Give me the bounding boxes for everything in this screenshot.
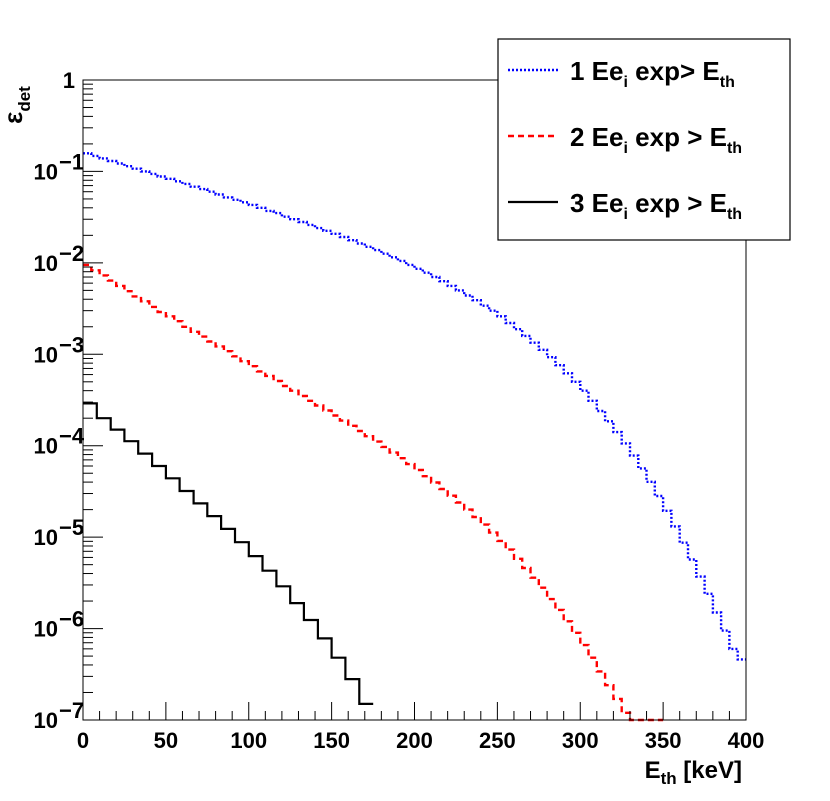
legend-label-series-1: 1 Eei exp> Eth bbox=[570, 56, 735, 91]
y-tick-label-exponent: −7 bbox=[59, 698, 84, 723]
y-tick-label-base: 10 bbox=[34, 525, 58, 550]
y-axis-title: εdet bbox=[0, 86, 34, 124]
y-tick-label-exponent: −6 bbox=[59, 607, 84, 632]
series-layer bbox=[83, 152, 746, 722]
x-axis-title-main: E bbox=[645, 757, 661, 784]
legend-label-series-3: 3 Eei exp > Eth bbox=[570, 188, 742, 223]
y-tick-label: 1 bbox=[63, 68, 75, 93]
x-tick-label: 50 bbox=[154, 728, 178, 753]
series-3-line bbox=[83, 402, 374, 705]
series-1-line bbox=[83, 152, 746, 661]
series-2-line bbox=[83, 263, 664, 722]
legend: 1 Eei exp> Eth 2 Eei exp > Eth 3 Eei exp >… bbox=[497, 38, 791, 241]
legend-label-series-2: 2 Eei exp > Eth bbox=[570, 122, 742, 157]
y-tick-label-base: 10 bbox=[34, 251, 58, 276]
x-tick-label: 200 bbox=[396, 728, 433, 753]
x-tick-label: 150 bbox=[313, 728, 350, 753]
x-axis-title: Eth [keV] bbox=[645, 757, 742, 788]
y-tick-labels: 110−110−210−310−410−510−610−7 bbox=[34, 68, 85, 733]
y-tick-label-base: 10 bbox=[34, 159, 58, 184]
y-tick-label-exponent: −5 bbox=[59, 515, 84, 540]
y-tick-label-exponent: −1 bbox=[59, 149, 84, 174]
x-axis-title-unit: [keV] bbox=[677, 757, 742, 784]
y-tick-label-exponent: −4 bbox=[59, 424, 85, 449]
x-tick-label: 0 bbox=[77, 728, 89, 753]
x-tick-labels: 0 50 100 150 200 250 300 350 400 bbox=[77, 728, 764, 753]
y-tick-label-base: 10 bbox=[34, 617, 58, 642]
x-axis-title-sub: th bbox=[661, 769, 677, 788]
ticks-layer bbox=[82, 79, 747, 721]
y-tick-label-exponent: −2 bbox=[59, 241, 84, 266]
y-tick-label-exponent: −3 bbox=[59, 332, 84, 357]
legend-box bbox=[497, 38, 791, 241]
y-axis-title-main: ε bbox=[0, 112, 28, 124]
y-tick-label-base: 10 bbox=[34, 434, 58, 459]
y-tick-label-base: 10 bbox=[34, 708, 58, 733]
y-axis-title-sub: det bbox=[15, 86, 34, 112]
x-tick-label: 350 bbox=[645, 728, 682, 753]
x-tick-label: 250 bbox=[479, 728, 516, 753]
legend-entries: 1 Eei exp> Eth 2 Eei exp > Eth 3 Eei exp >… bbox=[508, 56, 742, 223]
x-tick-label: 100 bbox=[230, 728, 267, 753]
x-tick-label: 300 bbox=[562, 728, 599, 753]
x-tick-label: 400 bbox=[728, 728, 765, 753]
y-tick-label-base: 10 bbox=[34, 342, 58, 367]
